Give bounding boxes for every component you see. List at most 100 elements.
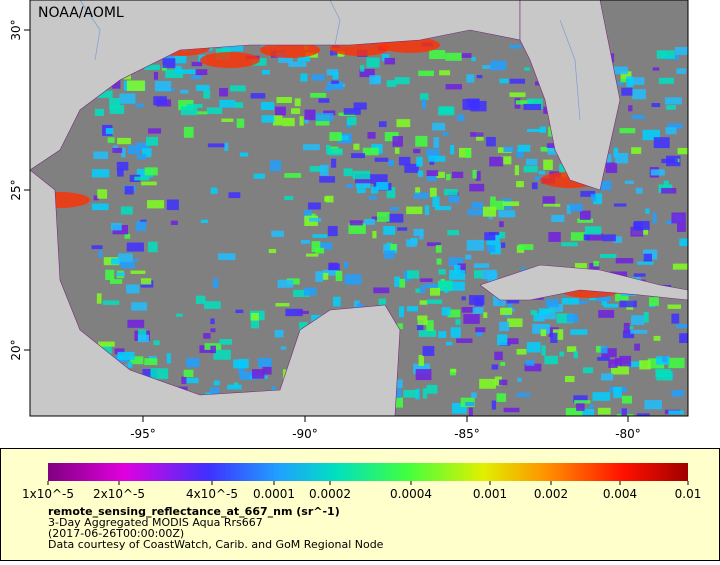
pixel-patch xyxy=(548,232,561,242)
pixel-patch xyxy=(426,320,434,331)
colorbar-label: 0.004 xyxy=(603,487,637,501)
pixel-patch xyxy=(109,97,121,109)
colorbar-label: 0.002 xyxy=(534,487,568,501)
colorbar-label: 2x10^-5 xyxy=(93,487,145,501)
pixel-patch xyxy=(522,415,541,416)
pixel-patch xyxy=(406,306,419,312)
pixel-patch xyxy=(140,219,147,223)
pixel-patch xyxy=(656,50,675,59)
pixel-patch xyxy=(221,118,234,122)
pixel-patch xyxy=(196,84,210,91)
pixel-patch xyxy=(473,270,483,279)
pixel-patch xyxy=(482,65,493,69)
pixel-patch xyxy=(672,263,688,270)
pixel-patch xyxy=(343,108,361,115)
pixel-patch xyxy=(500,307,513,315)
pixel-patch xyxy=(329,132,342,142)
pixel-patch xyxy=(96,90,113,98)
pixel-patch xyxy=(526,128,545,132)
pixel-patch xyxy=(445,341,453,346)
pixel-patch xyxy=(312,234,328,238)
pixel-patch xyxy=(297,56,311,62)
pixel-patch xyxy=(447,309,461,318)
pixel-patch xyxy=(271,230,284,237)
pixel-patch xyxy=(588,295,601,301)
pixel-patch xyxy=(107,137,115,143)
pixel-patch xyxy=(525,158,538,166)
pixel-patch xyxy=(200,219,209,223)
pixel-patch xyxy=(465,148,471,159)
pixel-patch xyxy=(548,304,563,312)
pixel-patch xyxy=(280,346,287,350)
pixel-patch xyxy=(304,119,309,124)
pixel-patch xyxy=(543,106,550,114)
pixel-patch xyxy=(153,71,158,80)
pixel-patch xyxy=(552,329,564,340)
pixel-patch xyxy=(488,215,493,220)
pixel-patch xyxy=(509,44,522,49)
pixel-patch xyxy=(561,297,579,305)
pixel-patch xyxy=(676,324,688,329)
pixel-patch xyxy=(323,110,336,116)
pixel-patch xyxy=(420,93,429,101)
pixel-patch xyxy=(91,245,103,250)
pixel-patch xyxy=(343,168,353,177)
pixel-patch xyxy=(398,306,405,318)
pixel-patch xyxy=(623,322,630,333)
legend-line: (2017-06-26T00:00:00Z) xyxy=(48,527,184,540)
pixel-patch xyxy=(166,199,179,211)
pixel-patch xyxy=(207,143,226,148)
coastal-high xyxy=(260,42,320,58)
pixel-patch xyxy=(677,147,688,155)
pixel-patch xyxy=(468,407,473,416)
pixel-patch xyxy=(630,329,648,334)
pixel-patch xyxy=(601,348,617,358)
pixel-patch xyxy=(497,334,508,346)
pixel-patch xyxy=(116,272,126,276)
pixel-patch xyxy=(509,92,526,97)
pixel-patch xyxy=(455,319,461,325)
pixel-patch xyxy=(174,55,187,64)
pixel-patch xyxy=(636,413,650,416)
pixel-patch xyxy=(430,287,441,296)
pixel-patch xyxy=(310,92,327,98)
pixel-patch xyxy=(426,148,440,158)
pixel-patch xyxy=(647,358,665,369)
pixel-patch xyxy=(475,327,486,333)
pixel-patch xyxy=(399,278,406,288)
pixel-patch xyxy=(643,311,649,323)
pixel-patch xyxy=(666,220,674,224)
pixel-patch xyxy=(127,319,145,328)
pixel-patch xyxy=(191,61,203,67)
pixel-patch xyxy=(442,132,449,136)
pixel-patch xyxy=(367,132,376,139)
pixel-patch xyxy=(619,300,637,308)
pixel-patch xyxy=(419,230,424,240)
pixel-patch xyxy=(429,50,446,60)
pixel-patch xyxy=(592,392,611,401)
pixel-patch xyxy=(416,156,423,167)
pixel-patch xyxy=(406,239,417,247)
pixel-patch xyxy=(674,46,688,55)
pixel-patch xyxy=(629,77,645,85)
pixel-patch xyxy=(416,320,424,331)
pixel-patch xyxy=(144,64,160,70)
pixel-patch xyxy=(503,407,520,413)
pixel-patch xyxy=(499,321,510,332)
pixel-patch xyxy=(235,309,244,314)
pixel-patch xyxy=(116,161,129,171)
pixel-patch xyxy=(206,107,223,115)
pixel-patch xyxy=(364,218,375,225)
pixel-patch xyxy=(441,307,451,316)
pixel-patch xyxy=(186,104,203,108)
pixel-patch xyxy=(435,205,452,211)
pixel-patch xyxy=(93,195,99,201)
pixel-patch xyxy=(219,99,236,108)
pixel-patch xyxy=(491,364,499,370)
pixel-patch xyxy=(305,253,319,257)
pixel-patch xyxy=(181,376,187,384)
pixel-patch xyxy=(327,226,338,237)
pixel-patch xyxy=(448,257,464,267)
pixel-patch xyxy=(449,270,466,280)
